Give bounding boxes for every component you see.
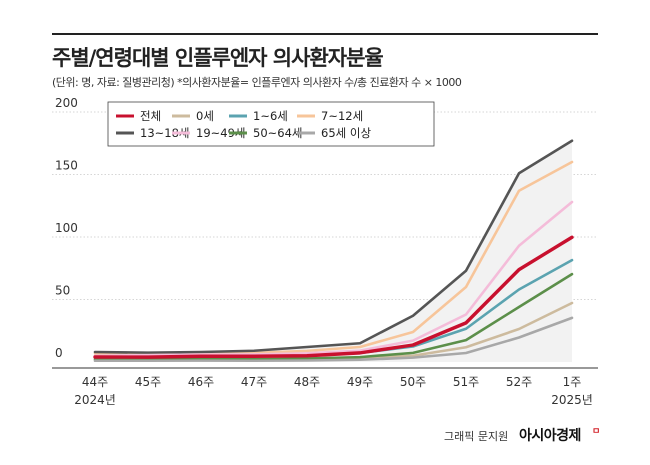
x-tick-label: 45주 (135, 375, 161, 389)
x-tick-label: 52주 (506, 375, 532, 389)
y-tick-label: 150 (55, 159, 78, 173)
x-tick-label: 47주 (241, 375, 267, 389)
y-tick-label: 100 (55, 221, 78, 235)
y-tick-label: 200 (55, 96, 78, 110)
legend-label: 50~64세 (253, 126, 302, 140)
brand-mark: ㅁ (592, 427, 601, 437)
legend-label: 19~49세 (196, 126, 245, 140)
series-line-전체 (93, 235, 574, 359)
top-rule (52, 33, 598, 35)
legend-label: 0세 (196, 109, 214, 123)
y-tick-label: 0 (55, 346, 63, 360)
y-tick-label: 50 (55, 284, 70, 298)
legend-label: 65세 이상 (321, 126, 371, 140)
legend-label: 7~12세 (321, 109, 363, 123)
series-line-50~64세 (93, 272, 574, 361)
x-tick-label: 44주 (82, 375, 108, 389)
x-tick-label: 51주 (453, 375, 479, 389)
series-line-65세 이상 (93, 316, 574, 363)
x-tick-sublabel: 2024년 (74, 393, 116, 407)
legend-label: 1~6세 (253, 109, 288, 123)
series-line-13~18세 (93, 139, 574, 354)
x-tick-label: 48주 (294, 375, 320, 389)
x-tick-label: 1주 (563, 375, 582, 389)
series-line-19~49세 (93, 200, 574, 358)
area-shading (95, 140, 572, 362)
legend-box (107, 101, 435, 147)
x-tick-label: 50주 (400, 375, 426, 389)
x-tick-label: 49주 (347, 375, 373, 389)
chart-title: 주별/연령대별 인플루엔자 의사환자분율 (52, 46, 384, 70)
x-tick-sublabel: 2025년 (551, 393, 593, 407)
graphic-credit: 그래픽 문지원 (444, 430, 509, 443)
legend-label: 전체 (140, 109, 161, 123)
x-tick-label: 46주 (188, 375, 214, 389)
chart-subtitle: (단위: 명, 자료: 질병관리청) *의사환자분율= 인플루엔자 의사환자 수… (52, 76, 462, 89)
legend-label: 13~18세 (140, 126, 189, 140)
brand-logo: 아시아경제 (519, 428, 581, 444)
